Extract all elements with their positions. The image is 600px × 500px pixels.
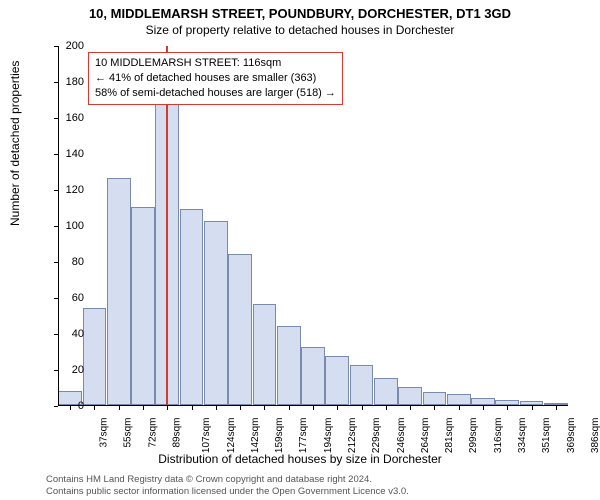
histogram-bar: [228, 254, 252, 405]
x-tick: [410, 406, 411, 410]
histogram-bar: [423, 392, 447, 405]
x-tick: [386, 406, 387, 410]
histogram-bar: [107, 178, 131, 405]
histogram-bar: [325, 356, 349, 405]
x-tick-label: 55sqm: [123, 418, 134, 448]
y-tick-label: 40: [54, 328, 84, 340]
y-tick-label: 120: [54, 184, 84, 196]
y-tick-label: 140: [54, 148, 84, 160]
histogram-bar: [374, 378, 398, 405]
x-tick-label: 72sqm: [147, 418, 158, 448]
y-tick-label: 0: [54, 400, 84, 412]
y-tick: [54, 370, 58, 371]
y-axis-label: Number of detached properties: [8, 61, 22, 226]
annotation-box: 10 MIDDLEMARSH STREET: 116sqm← 41% of de…: [88, 52, 343, 105]
y-tick-label: 100: [54, 220, 84, 232]
y-tick: [54, 46, 58, 47]
histogram-bar: [180, 209, 204, 405]
x-tick-label: 299sqm: [469, 418, 480, 454]
x-tick: [337, 406, 338, 410]
x-tick-label: 334sqm: [517, 418, 528, 454]
x-tick: [289, 406, 290, 410]
x-tick: [143, 406, 144, 410]
x-tick: [483, 406, 484, 410]
y-tick-label: 180: [54, 76, 84, 88]
x-tick-label: 159sqm: [274, 418, 285, 454]
x-tick-label: 124sqm: [226, 418, 237, 454]
x-tick: [362, 406, 363, 410]
x-tick-label: 264sqm: [420, 418, 431, 454]
x-tick: [507, 406, 508, 410]
histogram-bar: [398, 387, 422, 405]
x-tick: [240, 406, 241, 410]
y-tick-label: 20: [54, 364, 84, 376]
histogram-bar: [350, 365, 374, 405]
x-tick: [94, 406, 95, 410]
x-tick: [216, 406, 217, 410]
footer-line: Contains public sector information licen…: [46, 486, 409, 498]
y-tick-label: 200: [54, 40, 84, 52]
histogram-bar: [131, 207, 155, 405]
y-tick: [54, 190, 58, 191]
histogram-bar: [83, 308, 107, 405]
y-tick: [54, 118, 58, 119]
x-tick-label: 229sqm: [371, 418, 382, 454]
chart-plot-area: 10 MIDDLEMARSH STREET: 116sqm← 41% of de…: [58, 46, 568, 406]
x-tick: [556, 406, 557, 410]
x-tick: [532, 406, 533, 410]
y-tick: [54, 82, 58, 83]
histogram-bar: [277, 326, 301, 405]
x-tick: [119, 406, 120, 410]
x-tick-label: 351sqm: [541, 418, 552, 454]
y-tick: [54, 226, 58, 227]
x-tick: [313, 406, 314, 410]
x-tick-label: 107sqm: [201, 418, 212, 454]
x-tick: [167, 406, 168, 410]
footer-attribution: Contains HM Land Registry data © Crown c…: [46, 474, 409, 498]
annotation-line-text: 10 MIDDLEMARSH STREET: 116sqm: [95, 56, 336, 71]
x-tick-label: 142sqm: [250, 418, 261, 454]
y-tick-label: 80: [54, 256, 84, 268]
y-tick-label: 160: [54, 112, 84, 124]
x-tick: [192, 406, 193, 410]
x-tick-label: 212sqm: [347, 418, 358, 454]
footer-line: Contains HM Land Registry data © Crown c…: [46, 474, 409, 486]
histogram-bar: [253, 304, 277, 405]
y-tick: [54, 154, 58, 155]
y-tick: [54, 298, 58, 299]
y-tick: [54, 262, 58, 263]
x-tick: [459, 406, 460, 410]
histogram-bar: [447, 394, 471, 405]
x-tick: [434, 406, 435, 410]
histogram-bar: [301, 347, 325, 405]
x-tick-label: 89sqm: [172, 418, 183, 448]
chart-title-sub: Size of property relative to detached ho…: [0, 21, 600, 37]
x-axis-label: Distribution of detached houses by size …: [0, 452, 600, 466]
x-tick-label: 369sqm: [566, 418, 577, 454]
x-tick-label: 194sqm: [323, 418, 334, 454]
x-tick-label: 37sqm: [99, 418, 110, 448]
x-tick-label: 386sqm: [590, 418, 600, 454]
x-tick-label: 281sqm: [444, 418, 455, 454]
x-tick: [70, 406, 71, 410]
annotation-line-text: 58% of semi-detached houses are larger (…: [95, 86, 336, 101]
y-tick: [54, 334, 58, 335]
x-tick: [264, 406, 265, 410]
y-tick: [54, 406, 58, 407]
x-tick-label: 246sqm: [396, 418, 407, 454]
x-tick-label: 316sqm: [493, 418, 504, 454]
y-tick-label: 60: [54, 292, 84, 304]
chart-title-main: 10, MIDDLEMARSH STREET, POUNDBURY, DORCH…: [0, 0, 600, 21]
x-tick-label: 177sqm: [299, 418, 310, 454]
histogram-bar: [204, 221, 228, 405]
annotation-line-text: ← 41% of detached houses are smaller (36…: [95, 71, 336, 86]
histogram-bar: [471, 398, 495, 405]
